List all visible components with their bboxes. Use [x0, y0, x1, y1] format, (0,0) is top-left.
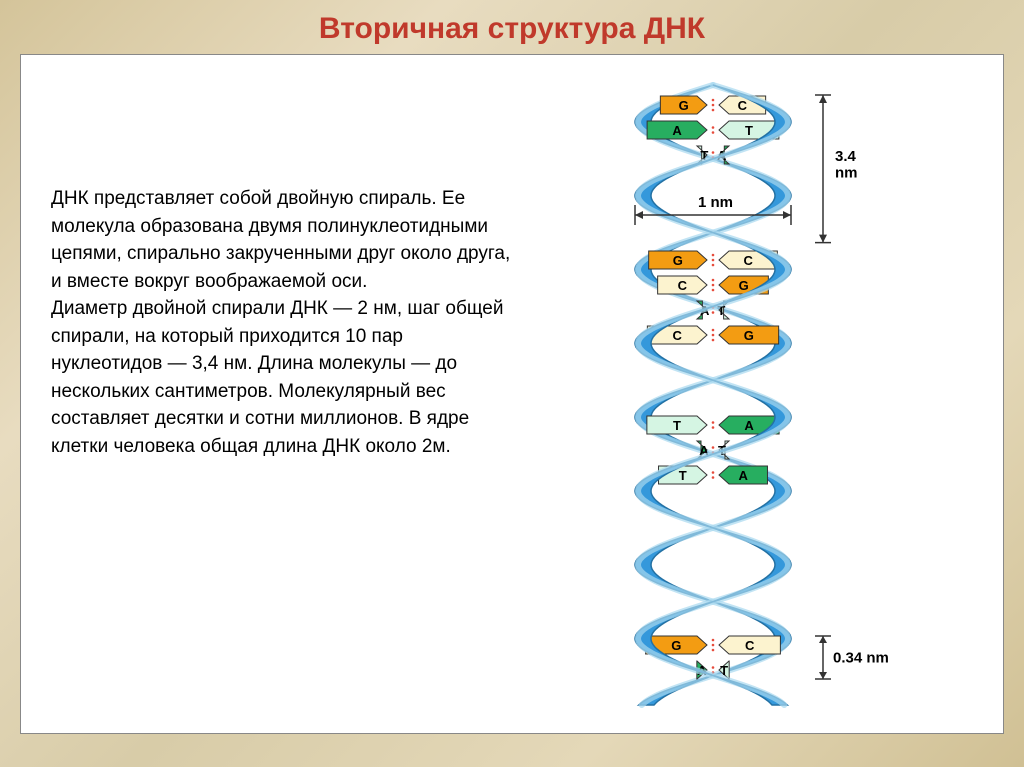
body-text: ДНК представляет собой двойную спираль. …: [51, 185, 511, 460]
svg-text:0.34 nm: 0.34 nm: [833, 650, 889, 667]
svg-text:C: C: [743, 253, 753, 268]
svg-text:C: C: [738, 98, 748, 113]
svg-text:C: C: [745, 638, 755, 653]
dna-diagram: GCATTAGCCGATCGTAATTAGCAT1 nm3.4nm0.34 nm: [583, 65, 923, 725]
svg-text:C: C: [672, 328, 682, 343]
svg-text:T: T: [745, 123, 753, 138]
svg-text:3.4nm: 3.4nm: [835, 148, 858, 182]
svg-text:A: A: [739, 468, 749, 483]
svg-text:T: T: [679, 468, 687, 483]
svg-text:G: G: [673, 253, 683, 268]
svg-text:G: G: [744, 328, 754, 343]
svg-text:C: C: [678, 278, 688, 293]
svg-text:G: G: [679, 98, 689, 113]
svg-text:1 nm: 1 nm: [698, 194, 733, 211]
svg-text:G: G: [739, 278, 749, 293]
svg-text:T: T: [673, 418, 681, 433]
svg-text:A: A: [672, 123, 682, 138]
svg-text:G: G: [671, 638, 681, 653]
content-box: ДНК представляет собой двойную спираль. …: [20, 54, 1004, 734]
svg-text:A: A: [744, 418, 754, 433]
page-title: Вторичная структура ДНК: [0, 0, 1024, 54]
slide: Вторичная структура ДНК ДНК представляет…: [0, 0, 1024, 767]
